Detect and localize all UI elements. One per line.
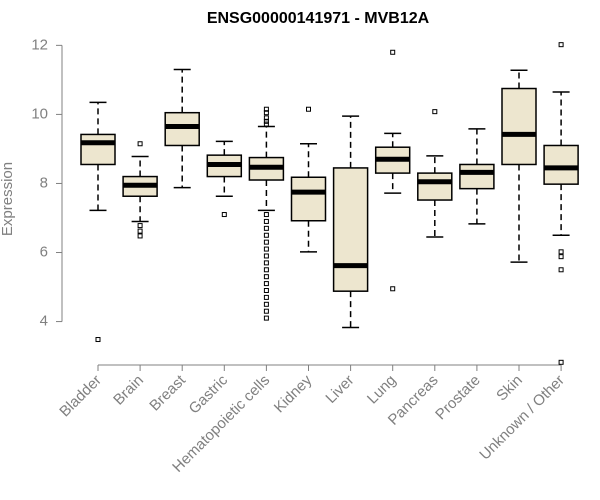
outlier-point bbox=[263, 212, 269, 218]
y-axis: 4 6 8 10 12 bbox=[31, 36, 63, 330]
box-breast bbox=[164, 68, 200, 189]
box-skin bbox=[501, 69, 537, 263]
outlier-point bbox=[263, 294, 269, 300]
outlier-point bbox=[390, 286, 396, 292]
outlier-point bbox=[390, 49, 396, 55]
boxes-layer bbox=[80, 42, 579, 365]
outlier-point bbox=[558, 254, 564, 260]
y-tick-label: 10 bbox=[31, 105, 48, 122]
x-tick-label: Prostate bbox=[432, 372, 484, 424]
box-prostate bbox=[459, 128, 495, 225]
outlier-point bbox=[558, 359, 564, 365]
box-body bbox=[164, 111, 200, 147]
outlier-point bbox=[263, 246, 269, 252]
outlier-point bbox=[221, 212, 227, 218]
box-body bbox=[332, 167, 369, 292]
box-pancreas bbox=[417, 109, 453, 238]
y-axis-label: Expression bbox=[0, 162, 16, 236]
outlier-point bbox=[558, 42, 564, 48]
outlier-point bbox=[263, 121, 269, 127]
outlier-point bbox=[263, 315, 269, 321]
outlier-point bbox=[263, 253, 269, 259]
y-tick-label: 6 bbox=[40, 243, 48, 260]
outlier-point bbox=[137, 228, 143, 234]
outlier-point bbox=[306, 106, 311, 112]
box-body bbox=[501, 87, 537, 166]
box-body bbox=[543, 144, 579, 185]
outlier-point bbox=[263, 267, 269, 273]
outlier-point bbox=[263, 301, 269, 307]
x-tick-label: Brain bbox=[110, 372, 147, 409]
outlier-point bbox=[263, 260, 269, 266]
outlier-point bbox=[263, 287, 269, 293]
box-unknown-other bbox=[543, 42, 579, 365]
x-tick-label: Skin bbox=[493, 372, 526, 405]
outlier-point bbox=[558, 267, 564, 273]
outlier-point bbox=[263, 225, 269, 231]
x-tick-label: Bladder bbox=[56, 372, 105, 421]
box-brain bbox=[122, 141, 158, 239]
outlier-point bbox=[263, 106, 269, 112]
y-tick-label: 8 bbox=[40, 174, 48, 191]
box-body bbox=[459, 163, 495, 190]
box-gastric bbox=[206, 140, 243, 218]
outlier-point bbox=[432, 109, 438, 115]
outlier-point bbox=[263, 239, 269, 245]
outlier-point bbox=[263, 308, 269, 314]
box-body bbox=[290, 176, 327, 222]
box-hematopoietic-cells bbox=[248, 106, 285, 321]
box-lung bbox=[374, 49, 411, 292]
box-liver bbox=[332, 115, 369, 329]
y-tick-label: 12 bbox=[31, 36, 48, 53]
outlier-point bbox=[263, 274, 269, 280]
y-tick-label: 4 bbox=[40, 313, 48, 330]
outlier-point bbox=[137, 233, 143, 239]
outlier-point bbox=[263, 118, 269, 124]
outlier-point bbox=[263, 232, 269, 238]
outlier-point bbox=[137, 141, 143, 147]
box-body bbox=[417, 172, 453, 201]
outlier-point bbox=[263, 218, 269, 224]
x-tick-label: Breast bbox=[146, 371, 189, 414]
outlier-point bbox=[263, 281, 269, 287]
x-tick-label: Kidney bbox=[271, 371, 316, 416]
outlier-point bbox=[263, 110, 269, 116]
outlier-point bbox=[95, 337, 101, 343]
outlier-point bbox=[137, 223, 143, 229]
outlier-point bbox=[263, 115, 269, 121]
chart-title: ENSG00000141971 - MVB12A bbox=[207, 10, 430, 27]
box-kidney bbox=[290, 106, 327, 253]
x-tick-label: Lung bbox=[364, 372, 400, 408]
x-tick-label: Liver bbox=[322, 372, 357, 407]
box-bladder bbox=[80, 101, 116, 343]
box-body bbox=[80, 133, 116, 166]
outlier-point bbox=[558, 249, 564, 255]
